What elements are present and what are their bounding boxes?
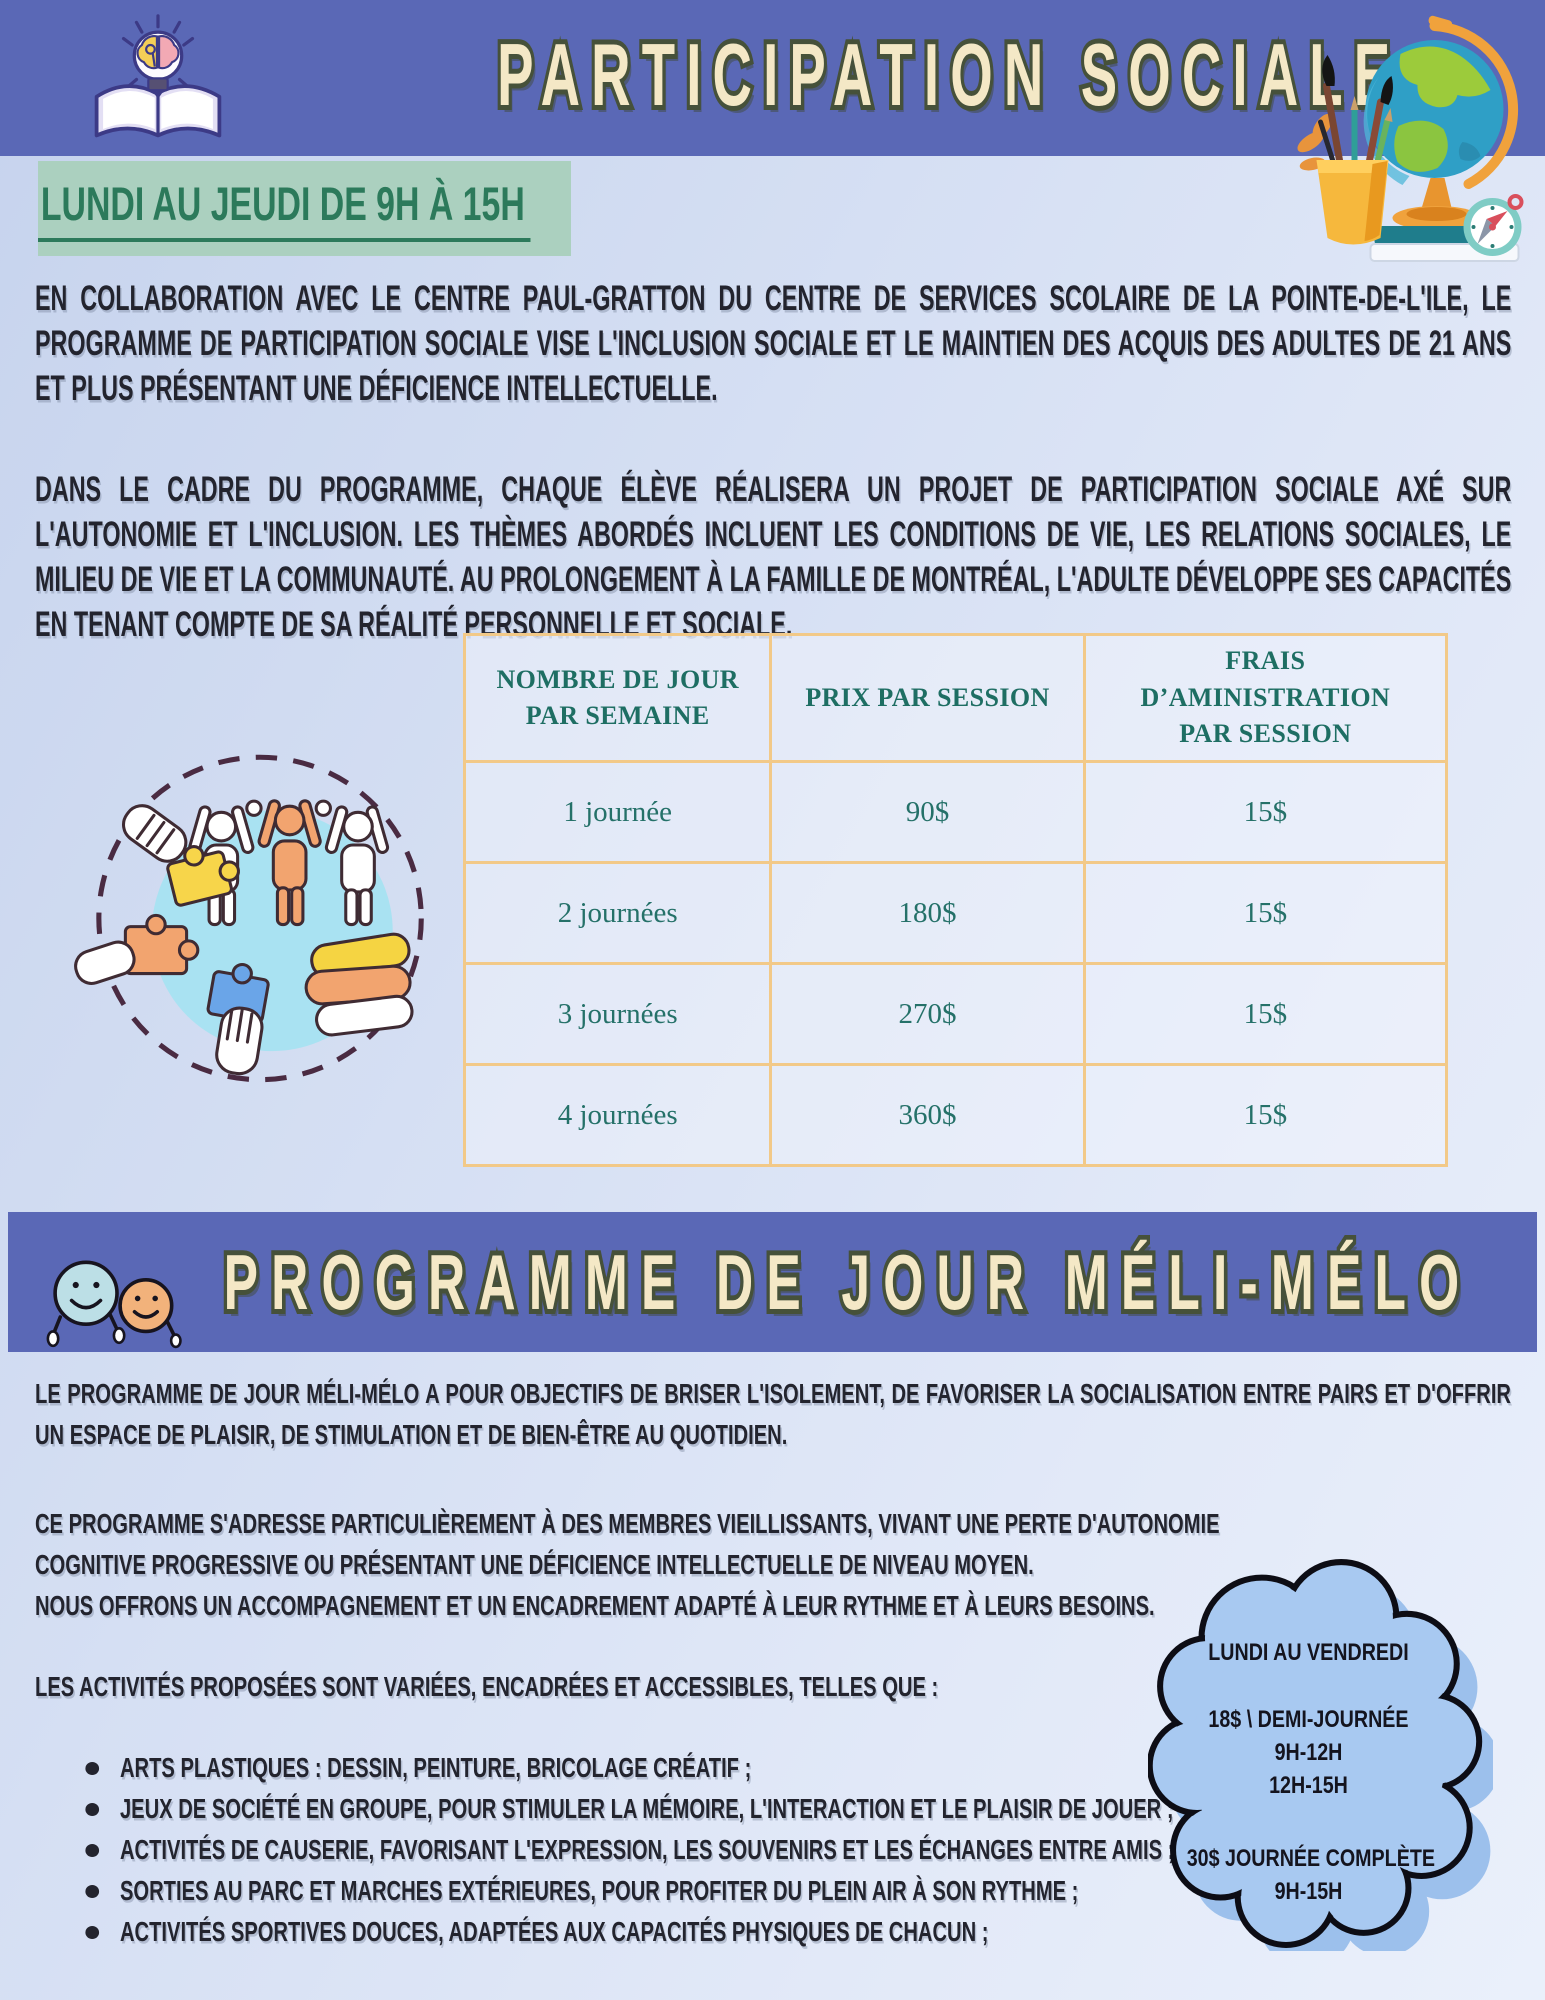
program-band: PROGRAMME DE JOUR MÉLI-MÉLO PROGRAMME DE… [8, 1212, 1537, 1352]
page-title-outline: PARTICIPATION SOCIALE [494, 20, 1402, 129]
page-title: PARTICIPATION SOCIALE PARTICIPATION SOCI… [220, 20, 1393, 129]
cloud-full-day-price: 30$ JOURNÉE COMPLÈTE [1186, 1845, 1435, 1872]
program-title-text: PROGRAMME DE JOUR MÉLI-MÉLO [223, 1237, 1472, 1326]
list-item: ACTIVITÉS SPORTIVES DOUCES, ADAPTÉES AUX… [35, 1911, 1511, 1952]
globe-art-icon [1282, 14, 1537, 264]
cloud-half-day-am: 9H-12H [1274, 1739, 1343, 1766]
book-lightbulb-icon [88, 10, 228, 150]
activities-list: ARTS PLASTIQUES : DESSIN, PEINTURE, BRIC… [35, 1747, 1511, 1952]
cell-fee: 15$ [1082, 962, 1449, 1066]
col-price-header: PRIX PAR SESSION [769, 633, 1086, 763]
program-title: PROGRAMME DE JOUR MÉLI-MÉLO PROGRAMME DE… [220, 1233, 1472, 1331]
schedule-cloud: LUNDI AU VENDREDI 18$ \ DEMI-JOURNÉE 9H-… [1148, 1550, 1493, 1951]
cell-price: 360$ [769, 1063, 1086, 1167]
table-row: 2 journées 180$ 15$ [462, 861, 1449, 965]
activities-intro: LES ACTIVITÉS PROPOSÉES SONT VARIÉES, EN… [35, 1671, 939, 1702]
list-item: ACTIVITÉS DE CAUSERIE, FAVORISANT L'EXPR… [35, 1829, 1511, 1870]
pricing-table: NOMBRE DE JOUR PAR SEMAINE PRIX PAR SESS… [462, 633, 1449, 1167]
cell-fee: 15$ [1082, 760, 1449, 864]
page-title-text: PARTICIPATION SOCIALE [497, 25, 1402, 124]
program-title-outline: PROGRAMME DE JOUR MÉLI-MÉLO [220, 1233, 1472, 1331]
intro-paragraph-2: DANS LE CADRE DU PROGRAMME, CHAQUE ÉLÈVE… [35, 470, 1512, 644]
program-paragraph-1: LE PROGRAMME DE JOUR MÉLI-MÉLO A POUR OB… [35, 1378, 1511, 1450]
cell-price: 180$ [769, 861, 1086, 965]
cell-days: 1 journée [462, 760, 773, 864]
table-row: 3 journées 270$ 15$ [462, 962, 1449, 1066]
cell-price: 270$ [769, 962, 1086, 1066]
cloud-shape [1148, 1559, 1493, 1951]
intro-paragraph-1: EN COLLABORATION AVEC LE CENTRE PAUL-GRA… [35, 279, 1512, 408]
cell-fee: 15$ [1082, 861, 1449, 965]
cell-days: 3 journées [462, 962, 773, 1066]
header-band: PARTICIPATION SOCIALE PARTICIPATION SOCI… [0, 0, 1545, 156]
smiley-faces-icon [42, 1252, 192, 1350]
table-header-row: NOMBRE DE JOUR PAR SEMAINE PRIX PAR SESS… [462, 633, 1449, 763]
cell-fee: 15$ [1082, 1063, 1449, 1167]
schedule-banner: LUNDI AU JEUDI DE 9H À 15H [38, 161, 571, 256]
cloud-schedule-text: LUNDI AU VENDREDI 18$ \ DEMI-JOURNÉE 9H-… [1186, 1636, 1435, 1908]
cloud-half-day-price: 18$ \ DEMI-JOURNÉE [1208, 1706, 1409, 1733]
col-days-header: NOMBRE DE JOUR PAR SEMAINE [462, 633, 773, 763]
list-item: SORTIES AU PARC ET MARCHES EXTÉRIEURES, … [35, 1870, 1511, 1911]
teamwork-puzzle-illustration [68, 745, 446, 1097]
cell-price: 90$ [769, 760, 1086, 864]
program-paragraph-2: CE PROGRAMME S'ADRESSE PARTICULIÈREMENT … [35, 1508, 1220, 1621]
cell-days: 4 journées [462, 1063, 773, 1167]
list-item: JEUX DE SOCIÉTÉ EN GROUPE, POUR STIMULER… [35, 1788, 1511, 1829]
list-item: ARTS PLASTIQUES : DESSIN, PEINTURE, BRIC… [35, 1747, 1511, 1788]
cloud-days: LUNDI AU VENDREDI [1208, 1639, 1409, 1666]
table-row: 1 journée 90$ 15$ [462, 760, 1449, 864]
cell-days: 2 journées [462, 861, 773, 965]
cloud-half-day-pm: 12H-15H [1269, 1772, 1348, 1799]
cloud-full-day-hours: 9H-15H [1274, 1878, 1343, 1905]
col-fees-header: FRAIS D’AMINISTRATION PAR SESSION [1082, 633, 1449, 763]
schedule-banner-text: LUNDI AU JEUDI DE 9H À 15H [38, 176, 531, 242]
table-row: 4 journées 360$ 15$ [462, 1063, 1449, 1167]
